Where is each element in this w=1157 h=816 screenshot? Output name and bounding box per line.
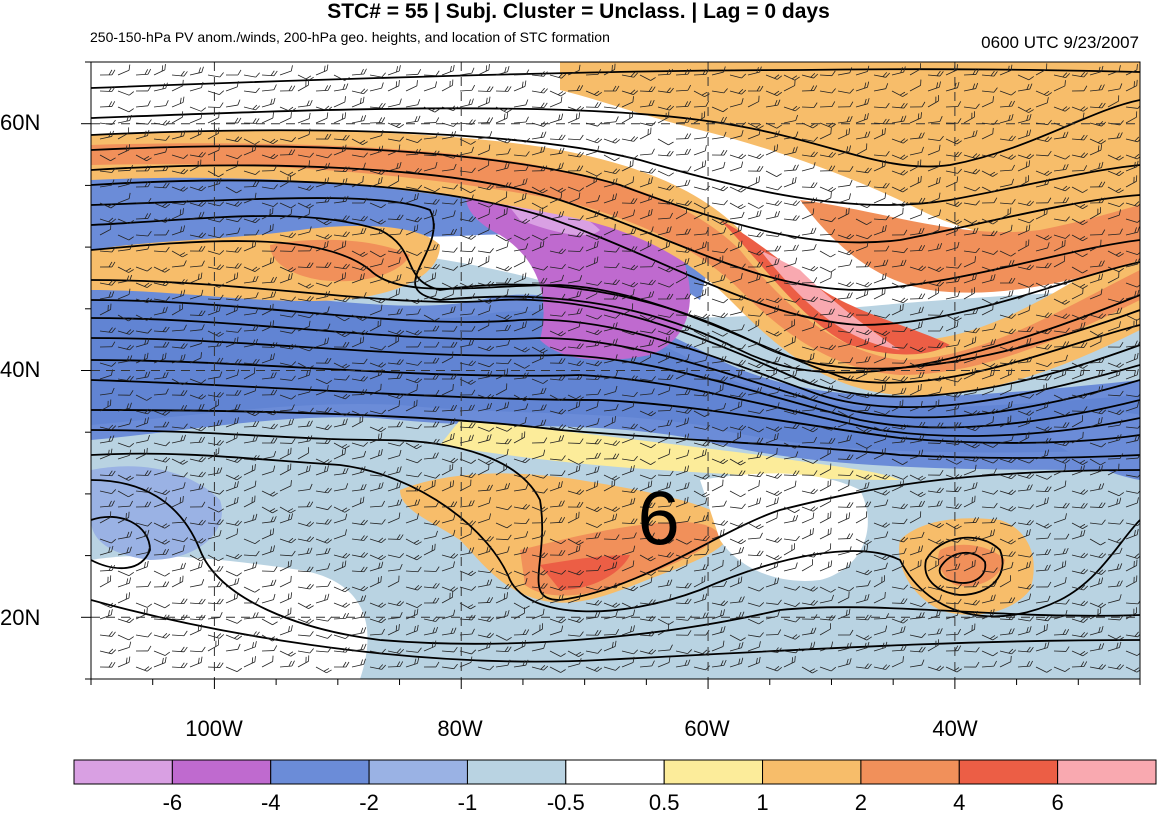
lon-label-40w: 40W [932,716,977,742]
colorbar-swatch [271,760,369,784]
colorbar-swatch [369,760,467,784]
colorbar-swatch [1058,760,1156,784]
colorbar-label: 2 [855,790,867,816]
lat-label-60n: 60N [0,110,40,136]
lon-label-60w: 60W [684,716,729,742]
colorbar-label: -4 [261,790,281,816]
colorbar-label: 0.5 [649,790,680,816]
lat-label-20n: 20N [0,605,40,631]
colorbar-swatch [74,760,172,784]
colorbar-swatch [763,760,861,784]
colorbar-label: -1 [458,790,478,816]
colorbar-label: -0.5 [547,790,585,816]
colorbar-swatch [172,760,270,784]
lon-label-80w: 80W [437,716,482,742]
colorbar-label: -6 [163,790,183,816]
colorbar-label: -2 [359,790,379,816]
colorbar-swatch [959,760,1057,784]
colorbar-swatch [861,760,959,784]
colorbar-swatch [566,760,664,784]
stc-formation-marker: 6 [638,477,680,562]
lat-label-40n: 40N [0,357,40,383]
colorbar-swatch [467,760,565,784]
lon-label-100w: 100W [185,716,242,742]
colorbar-swatch [664,760,762,784]
colorbar [74,760,1156,784]
colorbar-label: 6 [1052,790,1064,816]
colorbar-label: 1 [756,790,768,816]
colorbar-label: 4 [953,790,965,816]
